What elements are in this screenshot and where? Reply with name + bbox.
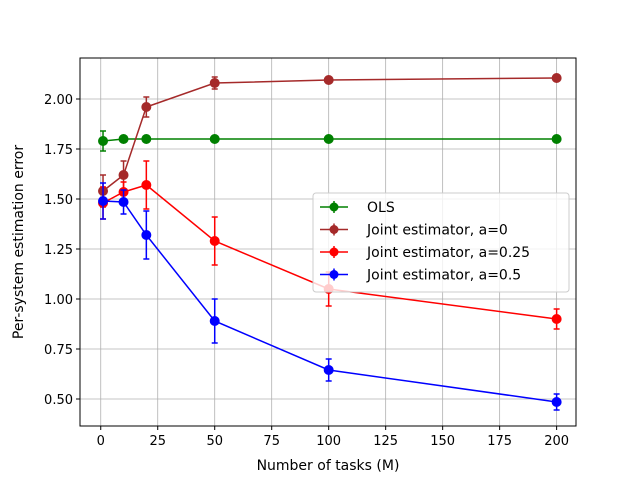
data-point	[323, 75, 334, 85]
y-tick-label: 1.50	[44, 193, 73, 208]
data-point	[209, 78, 220, 88]
data-point	[118, 197, 129, 207]
x-axis-label: Number of tasks (M)	[257, 458, 400, 474]
y-tick-label: 0.50	[44, 393, 73, 408]
y-tick-label: 1.25	[44, 243, 73, 258]
y-tick-label: 0.75	[44, 343, 73, 358]
x-tick-label: 25	[149, 434, 166, 449]
data-point	[323, 134, 334, 144]
y-axis-label: Per-system estimation error	[11, 145, 27, 339]
legend-marker	[329, 247, 339, 257]
x-tick-label: 75	[263, 434, 280, 449]
data-point	[323, 365, 334, 375]
x-tick-label: 125	[373, 434, 398, 449]
series-layer	[98, 73, 562, 411]
legend-box	[312, 192, 570, 293]
legend: OLS Joint estimator, a=0 Joint estimator, …	[312, 192, 570, 293]
y-tick-label: 1.75	[44, 143, 73, 158]
x-tick-label: 0	[97, 434, 105, 449]
data-point	[118, 170, 129, 180]
legend-label: OLS	[367, 200, 395, 216]
series-joint-estimator-a-0	[98, 73, 562, 208]
series-ols	[98, 130, 562, 152]
legend-marker	[329, 225, 339, 234]
legend-label: Joint estimator, a=0	[366, 223, 508, 239]
data-point	[209, 134, 220, 144]
data-point	[98, 136, 109, 146]
data-point	[209, 236, 220, 246]
data-point	[551, 314, 562, 324]
series-joint-estimator-a-0-5	[98, 182, 562, 411]
ticks: 0 25 50 75 100 125 150 175 200 0.50 0.75 1.00 1.25 1.…	[44, 93, 569, 449]
data-point	[141, 134, 152, 144]
x-tick-label: 200	[544, 434, 569, 449]
legend-marker	[329, 202, 339, 212]
x-tick-label: 175	[487, 434, 512, 449]
data-point	[98, 196, 109, 206]
legend-label: Joint estimator, a=0.5	[366, 268, 521, 284]
x-tick-label: 50	[206, 434, 223, 449]
data-point	[118, 134, 129, 144]
data-point	[551, 134, 562, 144]
legend-marker	[329, 270, 339, 279]
data-point	[551, 73, 562, 83]
data-point	[209, 316, 220, 326]
data-point	[141, 230, 152, 240]
data-point	[551, 397, 562, 407]
data-point	[141, 102, 152, 112]
x-tick-label: 150	[430, 434, 455, 449]
y-tick-label: 1.00	[44, 293, 73, 308]
y-tick-label: 2.00	[44, 93, 73, 108]
plot-frame	[79, 57, 577, 427]
x-tick-label: 100	[316, 434, 341, 449]
legend-label: Joint estimator, a=0.25	[366, 245, 530, 261]
data-point	[141, 180, 152, 190]
